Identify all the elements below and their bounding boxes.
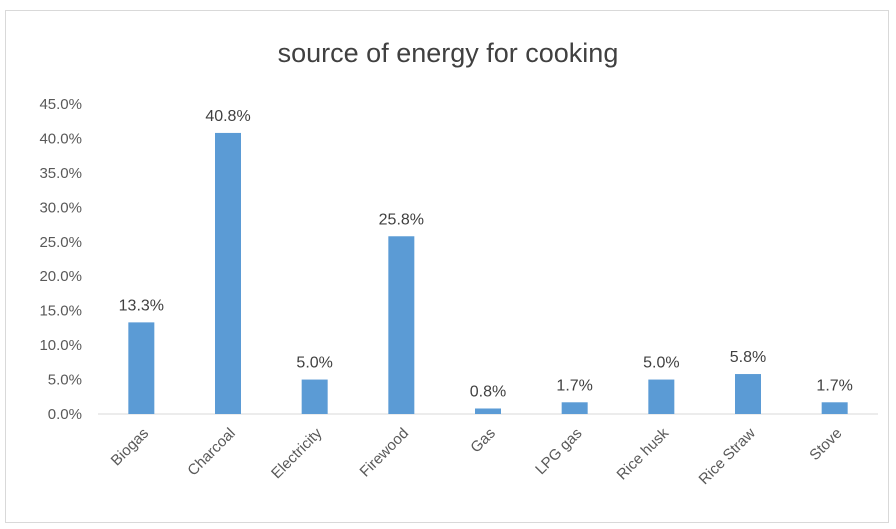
data-labels: 13.3% 40.8% 5.0% 25.8% 0.8% 1.7% 5.0% 5.8% 1.7% xyxy=(119,108,853,401)
bar-rice-straw xyxy=(735,374,761,414)
bar-lpg-gas xyxy=(561,402,588,414)
data-label: 13.3% xyxy=(119,297,164,314)
x-tick-label: Charcoal xyxy=(184,425,238,479)
data-label: 5.8% xyxy=(730,349,766,366)
bar-biogas xyxy=(128,322,155,414)
bar-charcoal xyxy=(215,132,241,414)
bar-gas xyxy=(475,408,501,414)
x-tick-label: LPG gas xyxy=(532,425,585,478)
chart-frame xyxy=(5,10,889,523)
bar-stove xyxy=(821,402,848,414)
bar-electricity xyxy=(301,379,328,414)
y-tick-label: 40.0% xyxy=(39,130,82,147)
data-label: 1.7% xyxy=(556,377,592,394)
y-tick-label: 35.0% xyxy=(39,165,82,182)
y-axis: 0.0% 5.0% 10.0% 15.0% 20.0% 25.0% 30.0% 35.0% 40… xyxy=(39,96,82,423)
x-tick-label: Stove xyxy=(806,425,845,464)
x-tick-label: Rice Straw xyxy=(696,425,759,488)
y-tick-label: 30.0% xyxy=(39,199,82,216)
data-label: 0.8% xyxy=(470,383,506,400)
x-tick-label: Firewood xyxy=(357,425,413,481)
bars xyxy=(128,132,848,414)
bar-firewood xyxy=(388,236,415,414)
y-tick-label: 15.0% xyxy=(39,303,82,320)
data-label: 5.0% xyxy=(643,355,679,372)
y-tick-label: 0.0% xyxy=(48,406,82,423)
data-label: 1.7% xyxy=(816,377,852,394)
bar-rice-husk xyxy=(648,379,675,414)
x-tick-label: Rice husk xyxy=(614,424,673,483)
x-tick-label: Electricity xyxy=(268,424,326,482)
y-tick-label: 20.0% xyxy=(39,268,82,285)
y-tick-label: 45.0% xyxy=(39,96,82,113)
chart-title: source of energy for cooking xyxy=(277,38,619,68)
y-tick-label: 25.0% xyxy=(39,234,82,251)
data-label: 25.8% xyxy=(379,211,424,228)
x-tick-label: Biogas xyxy=(108,425,152,469)
data-label: 5.0% xyxy=(296,355,332,372)
x-tick-label: Gas xyxy=(467,425,498,456)
data-label: 40.8% xyxy=(205,108,250,125)
y-tick-label: 10.0% xyxy=(39,337,82,354)
y-tick-label: 5.0% xyxy=(48,372,82,389)
x-axis: Biogas Charcoal Electricity Firewood Gas LPG … xyxy=(108,424,846,488)
